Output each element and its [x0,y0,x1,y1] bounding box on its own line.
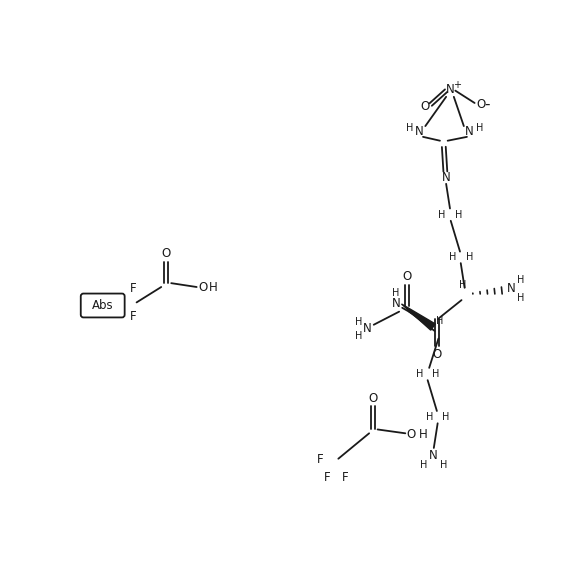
Text: O: O [402,270,412,284]
Text: H: H [466,252,474,262]
Text: H: H [442,412,449,422]
Text: H: H [436,316,443,326]
Text: O: O [368,392,377,405]
Text: N: N [442,171,450,184]
Text: H: H [209,282,218,294]
Text: N: N [392,297,401,310]
Text: O: O [198,282,207,294]
Text: H: H [416,369,424,379]
Text: N: N [507,282,516,295]
Text: +: + [453,81,461,90]
Text: H: H [459,280,467,290]
Text: H: H [449,252,457,262]
Text: O: O [421,100,430,113]
Text: H: H [406,123,414,133]
Text: H: H [455,209,462,220]
Text: O: O [407,427,416,441]
Text: H: H [517,275,524,285]
Text: H: H [440,460,447,470]
Text: N: N [465,125,474,138]
Text: H: H [438,209,445,220]
Text: H: H [517,293,524,303]
Text: H: H [392,288,400,298]
Text: N: N [446,83,454,96]
Text: O: O [161,247,170,261]
Text: N: N [415,125,424,138]
Polygon shape [401,304,435,330]
Text: H: H [475,123,483,133]
Text: H: H [355,331,362,341]
Text: N: N [363,322,371,335]
FancyBboxPatch shape [81,293,125,318]
Text: F: F [129,310,136,323]
Text: O: O [432,347,442,360]
Text: H: H [431,369,439,379]
Text: F: F [317,453,324,466]
Text: F: F [323,471,330,484]
Text: F: F [129,282,136,295]
Text: N: N [429,449,437,462]
Text: F: F [342,471,349,484]
Text: -: - [484,97,490,112]
Text: O: O [476,98,486,111]
Text: H: H [355,316,362,327]
Text: H: H [426,412,434,422]
Text: H: H [418,427,428,441]
Text: H: H [420,460,428,470]
Text: Abs: Abs [92,299,113,312]
